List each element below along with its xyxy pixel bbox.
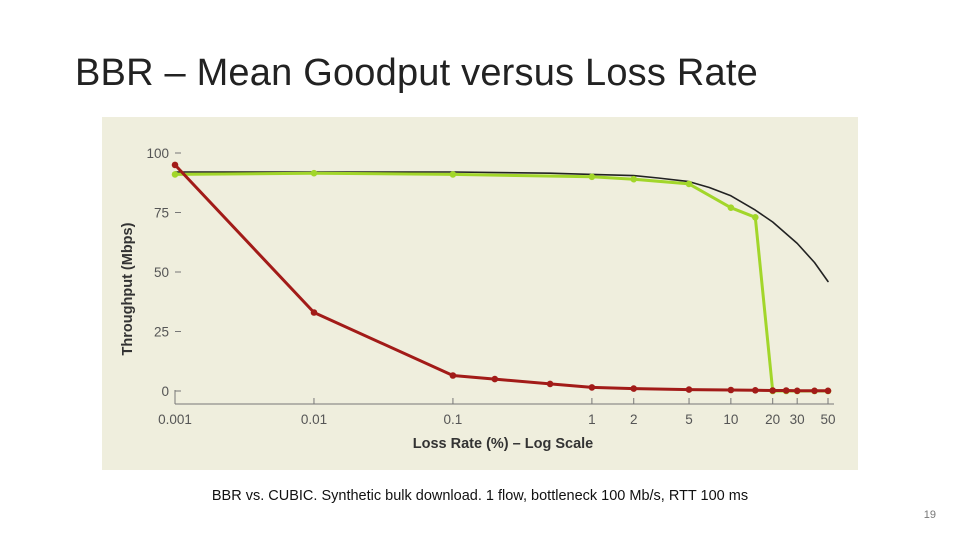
series-1-point — [793, 387, 801, 395]
y-tick-label: 25 — [154, 325, 169, 340]
x-tick-label: 0.1 — [444, 412, 463, 427]
x-tick-label: 0.001 — [158, 412, 192, 427]
series-1-point — [811, 387, 818, 395]
y-tick-label: 0 — [161, 384, 169, 399]
x-tick-label: 1 — [588, 412, 596, 427]
series-1-point — [546, 380, 554, 388]
series-1-point — [491, 375, 499, 383]
y-tick-label: 100 — [146, 146, 169, 161]
x-tick-label: 10 — [723, 412, 738, 427]
series-2-line — [174, 171, 829, 283]
series-layer — [171, 161, 832, 395]
slide-title: BBR – Mean Goodput versus Loss Rate — [75, 52, 758, 94]
series-0-point — [727, 204, 735, 211]
series-1-point — [727, 386, 735, 394]
series-1-point — [769, 387, 776, 394]
series-1-line — [173, 163, 830, 393]
x-tick-label: 20 — [765, 412, 780, 427]
series-1-point — [782, 387, 790, 394]
series-1-point — [824, 387, 832, 395]
series-1-point — [310, 309, 318, 316]
x-tick-label: 0.01 — [301, 412, 327, 427]
series-0-point — [752, 214, 759, 221]
y-axis-title: Throughput (Mbps) — [120, 222, 136, 355]
series-1-point — [685, 386, 693, 393]
series-1-point — [588, 384, 596, 391]
x-tick-label: 50 — [820, 412, 835, 427]
series-0-point — [588, 173, 596, 181]
page-number: 19 — [923, 509, 936, 521]
chart-panel: 0 25 50 75 100 0.001 0.01 0.1 1 2 5 10 20 30 50 Throug… — [102, 117, 858, 470]
x-tick-label: 30 — [790, 412, 805, 427]
series-1-point — [171, 161, 179, 169]
figure-caption: BBR vs. CUBIC. Synthetic bulk download. … — [211, 488, 749, 504]
series-0-point — [630, 175, 637, 183]
series-1-point — [449, 372, 457, 379]
series-1-point — [630, 385, 637, 392]
x-axis-title: Loss Rate (%) – Log Scale — [413, 436, 594, 452]
series-0-point — [171, 171, 179, 178]
y-tick-label: 50 — [154, 265, 169, 280]
y-tick-label: 75 — [154, 206, 169, 221]
series-0-point — [685, 180, 693, 188]
series-0-point — [449, 171, 457, 178]
x-tick-label: 5 — [685, 412, 693, 427]
series-1-point — [752, 387, 759, 394]
x-tick-label: 2 — [630, 412, 638, 427]
series-0-point — [310, 169, 318, 177]
